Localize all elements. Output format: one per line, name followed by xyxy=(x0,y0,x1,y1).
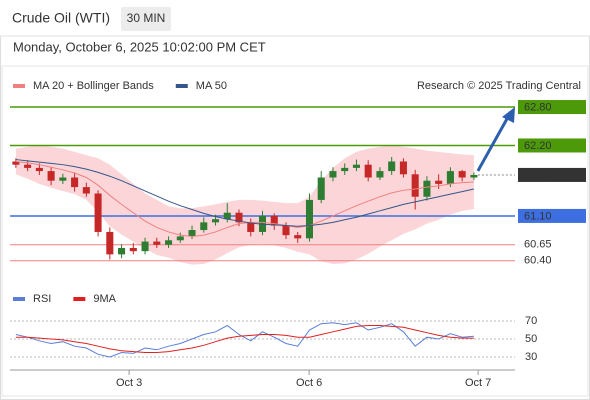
candle-body xyxy=(35,167,43,172)
candle-body xyxy=(435,180,443,184)
moving-average xyxy=(15,159,475,227)
candle-body xyxy=(235,212,243,223)
rsi-tick-label: 50 xyxy=(525,333,537,345)
x-tick-label: Oct 3 xyxy=(116,377,142,389)
legend-label: MA 20 + Bollinger Bands xyxy=(33,80,154,92)
level-badge xyxy=(518,208,586,223)
bollinger-band xyxy=(15,145,474,265)
level-label: 60.65 xyxy=(524,239,552,251)
credit: Research © 2025 Trading Central xyxy=(417,80,581,92)
candle-body xyxy=(270,215,278,226)
level-badge xyxy=(518,100,586,115)
candle-body xyxy=(341,167,349,172)
datetime: Monday, October 6, 2025 10:02:00 PM CET xyxy=(13,39,266,54)
x-tick-label: Oct 7 xyxy=(465,377,491,389)
candle-body xyxy=(106,231,114,255)
candle-body xyxy=(94,193,102,232)
candle-body xyxy=(59,177,67,181)
candle-body xyxy=(458,171,466,178)
candle-body xyxy=(376,171,384,178)
candle-body xyxy=(282,225,290,236)
timeframe[interactable]: 30 MIN xyxy=(127,11,166,25)
legend-swatch xyxy=(13,297,25,301)
candle-body xyxy=(388,161,396,172)
candle-body xyxy=(12,161,20,165)
candle-body xyxy=(305,199,313,239)
candle-body xyxy=(176,236,184,241)
level-badge xyxy=(518,138,586,153)
header xyxy=(0,0,590,36)
legend-swatch xyxy=(73,297,86,301)
target-arrow xyxy=(476,116,510,172)
candle-body xyxy=(223,212,231,220)
candle-body xyxy=(47,171,55,181)
legend-swatch xyxy=(13,84,25,88)
target-arrow-head xyxy=(502,107,515,124)
rsi-line xyxy=(15,322,474,358)
candle-body xyxy=(82,187,90,194)
legend-swatch xyxy=(175,84,188,88)
chart-border xyxy=(1,65,589,397)
candle-body xyxy=(446,171,454,184)
level-badge xyxy=(518,167,586,182)
candle-body xyxy=(247,222,255,232)
candle-body xyxy=(411,174,419,197)
candle-body xyxy=(129,247,137,252)
candle-body xyxy=(165,240,173,245)
candle-body xyxy=(153,241,161,245)
rsi-line xyxy=(15,325,474,353)
timeframe-badge[interactable] xyxy=(121,7,171,31)
legend-label: MA 50 xyxy=(196,80,227,92)
level-label: 62.80 xyxy=(524,101,552,113)
candle-body xyxy=(399,161,407,175)
legend-label: RSI xyxy=(33,293,51,305)
candle-body xyxy=(470,174,478,178)
level-label: 61.74 xyxy=(524,169,552,181)
rsi-tick-label: 70 xyxy=(525,315,537,327)
candle-body xyxy=(212,219,220,223)
candle-body xyxy=(141,241,149,252)
candle-body xyxy=(423,180,431,197)
candle-body xyxy=(200,222,208,231)
candle-body xyxy=(188,230,196,237)
candle-body xyxy=(364,164,372,178)
candle-body xyxy=(329,171,337,178)
moving-average xyxy=(15,160,474,237)
title: Crude Oil (WTI) xyxy=(12,10,110,26)
candle-body xyxy=(71,177,79,188)
level-label: 62.20 xyxy=(524,140,552,152)
x-tick-label: Oct 6 xyxy=(296,377,322,389)
rsi-tick-label: 30 xyxy=(525,351,537,363)
candle-body xyxy=(24,164,32,168)
candle-body xyxy=(352,164,360,168)
candle-body xyxy=(317,177,325,200)
candle-body xyxy=(118,247,126,255)
level-label: 60.40 xyxy=(524,255,552,267)
legend-label: 9MA xyxy=(93,293,116,305)
candle-body xyxy=(294,235,302,239)
level-label: 61.10 xyxy=(524,210,552,222)
